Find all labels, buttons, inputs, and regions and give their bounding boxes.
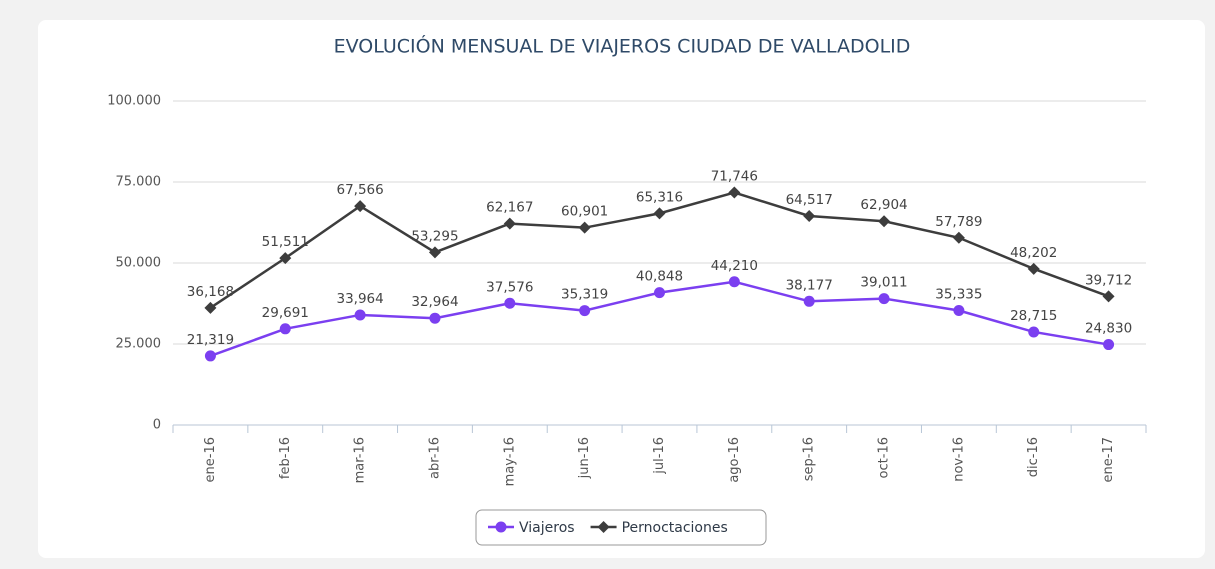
x-tick-label: ago-16 [727,437,742,483]
data-label: 53,295 [411,228,458,244]
point [204,301,217,314]
x-tick-label: may-16 [502,437,517,486]
x-tick-label: jun-16 [577,437,592,479]
x-tick-label: ene-16 [203,437,218,482]
point [354,200,367,213]
data-label: 35,319 [561,287,608,303]
point [803,209,816,222]
point [952,231,965,244]
point [654,287,665,299]
data-label: 44,210 [711,258,758,274]
legend-marker [597,521,610,533]
point [429,312,441,324]
y-tick-label: 25.000 [116,337,162,352]
legend [475,509,767,546]
data-label: 24,830 [1085,321,1132,337]
data-label: 36,168 [187,284,234,300]
legend-marker [495,521,507,533]
y-tick-label: 75.000 [116,175,162,190]
x-tick-label: sep-16 [802,437,817,481]
data-label: 62,167 [486,200,533,216]
x-tick-label: abr-16 [427,437,442,479]
data-label: 64,517 [786,192,833,208]
data-label: 21,319 [187,332,234,348]
data-label: 37,576 [486,279,533,295]
data-label: 40,848 [636,269,683,285]
data-label: 48,202 [1010,245,1057,261]
data-label: 32,964 [411,294,458,310]
legend-label: Pernoctaciones [622,520,728,536]
x-tick-label: mar-16 [353,437,368,483]
y-tick-label: 0 [153,418,161,433]
data-label: 62,904 [860,197,907,213]
data-label: 33,964 [336,291,383,307]
point [953,305,965,317]
point [1028,326,1040,338]
point [1103,339,1115,351]
point [1102,290,1115,303]
point [428,246,441,259]
point [803,295,815,307]
data-label: 57,789 [935,214,982,230]
point [503,217,516,230]
data-label: 51,511 [262,234,309,250]
data-label: 29,691 [262,305,309,321]
point [653,207,666,220]
point [728,276,740,288]
point [504,297,516,309]
point [279,323,291,335]
data-label: 65,316 [636,189,683,205]
data-label: 39,011 [860,275,907,291]
point [579,305,591,317]
data-label: 71,746 [711,169,758,185]
point [878,293,890,305]
x-tick-label: dic-16 [1026,437,1041,477]
chart-title: EVOLUCIÓN MENSUAL DE VIAJEROS CIUDAD DE … [334,34,911,58]
y-tick-label: 50.000 [116,256,162,271]
point [1027,262,1040,275]
point [578,221,591,234]
x-tick-label: jul-16 [652,437,667,475]
point [728,186,741,199]
x-tick-label: oct-16 [877,437,892,478]
y-tick-label: 100.000 [107,94,161,109]
point [354,309,366,321]
x-tick-label: nov-16 [951,437,966,482]
data-label: 38,177 [786,277,833,293]
point [204,350,216,362]
data-label: 35,335 [935,287,982,303]
data-label: 39,712 [1085,272,1132,288]
point [878,215,891,228]
x-tick-label: ene-17 [1101,437,1116,482]
point [279,252,292,265]
data-label: 67,566 [336,182,383,198]
card [38,20,1205,558]
legend-label: Viajeros [519,520,575,536]
x-tick-label: feb-16 [278,437,293,479]
data-label: 60,901 [561,204,608,220]
data-label: 28,715 [1010,308,1057,324]
